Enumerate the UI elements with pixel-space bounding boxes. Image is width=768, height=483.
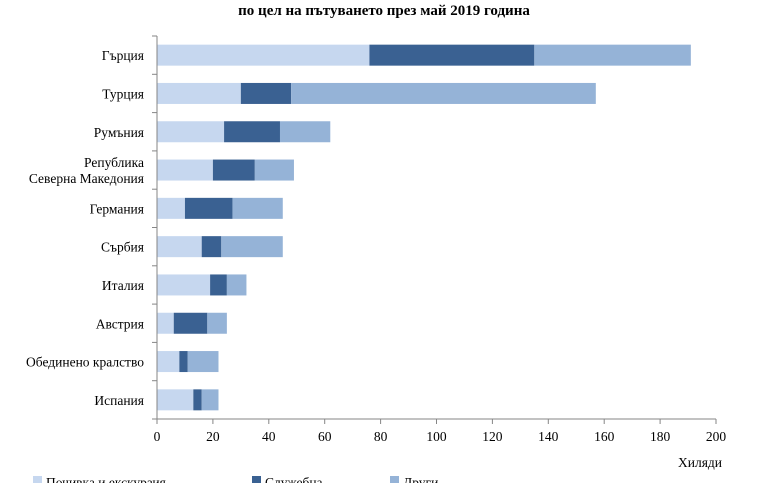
bar-segment	[534, 44, 691, 66]
bar-segment	[157, 44, 370, 66]
bar-segment	[254, 159, 294, 181]
bar-segment	[221, 236, 283, 258]
x-tick-label: 160	[594, 429, 615, 444]
bar-segment	[212, 159, 255, 181]
category-label: Турция	[102, 86, 144, 101]
category-label: Италия	[102, 278, 144, 293]
legend-label: Служебна	[265, 475, 323, 483]
bar-segment	[210, 274, 227, 296]
category-label: Северна Македония	[29, 171, 144, 186]
bar-segment	[157, 274, 211, 296]
bar-segment	[291, 82, 596, 104]
x-tick-label: 0	[154, 429, 161, 444]
bar-segment	[240, 82, 292, 104]
bar-segment	[279, 121, 331, 143]
bar-segment	[207, 312, 227, 334]
bar-segment	[184, 197, 233, 219]
category-label: Република	[84, 155, 144, 170]
legend-label: Други	[403, 475, 438, 483]
bar-segment	[369, 44, 535, 66]
x-tick-label: 40	[262, 429, 276, 444]
x-tick-label: 200	[706, 429, 727, 444]
bar-segment	[179, 351, 188, 373]
bar-segment	[201, 236, 222, 258]
category-label: Обединено кралство	[26, 355, 144, 370]
legend-swatch	[390, 476, 399, 483]
axis-layer	[152, 35, 717, 424]
bar-segment	[173, 312, 208, 334]
x-axis-unit-label: Хиляди	[678, 455, 722, 470]
x-tick-label: 180	[650, 429, 671, 444]
category-label: Сърбия	[101, 240, 144, 255]
bar-segment	[232, 197, 283, 219]
legend-swatch	[252, 476, 261, 483]
legend-layer: Почивка и екскурзия Служебна Други	[33, 475, 438, 483]
category-label: Германия	[90, 201, 144, 216]
bar-segment	[157, 236, 202, 258]
category-label: Румъния	[94, 125, 144, 140]
chart-title: по цел на пътуването през май 2019 годин…	[238, 3, 530, 19]
x-tick-label: 100	[426, 429, 447, 444]
x-tick-label: 20	[206, 429, 220, 444]
legend-swatch	[33, 476, 42, 483]
bar-segment	[157, 121, 225, 143]
bars-layer	[157, 44, 691, 411]
bar-segment	[157, 389, 194, 411]
bar-segment	[224, 121, 280, 143]
bar-segment	[157, 351, 180, 373]
bar-segment	[193, 389, 202, 411]
x-tick-label: 120	[482, 429, 503, 444]
bar-segment	[226, 274, 247, 296]
category-label: Гърция	[102, 48, 144, 63]
bar-segment	[157, 82, 241, 104]
bar-segment	[157, 159, 213, 181]
legend-label: Почивка и екскурзия	[46, 475, 166, 483]
bar-segment	[157, 312, 174, 334]
bar-segment	[157, 197, 185, 219]
category-label: Австрия	[96, 316, 144, 331]
x-tick-label: 140	[538, 429, 559, 444]
x-tick-label: 80	[374, 429, 388, 444]
bar-segment	[187, 351, 219, 373]
bar-segment	[201, 389, 219, 411]
x-tick-label: 60	[318, 429, 332, 444]
category-label: Испания	[94, 393, 144, 408]
